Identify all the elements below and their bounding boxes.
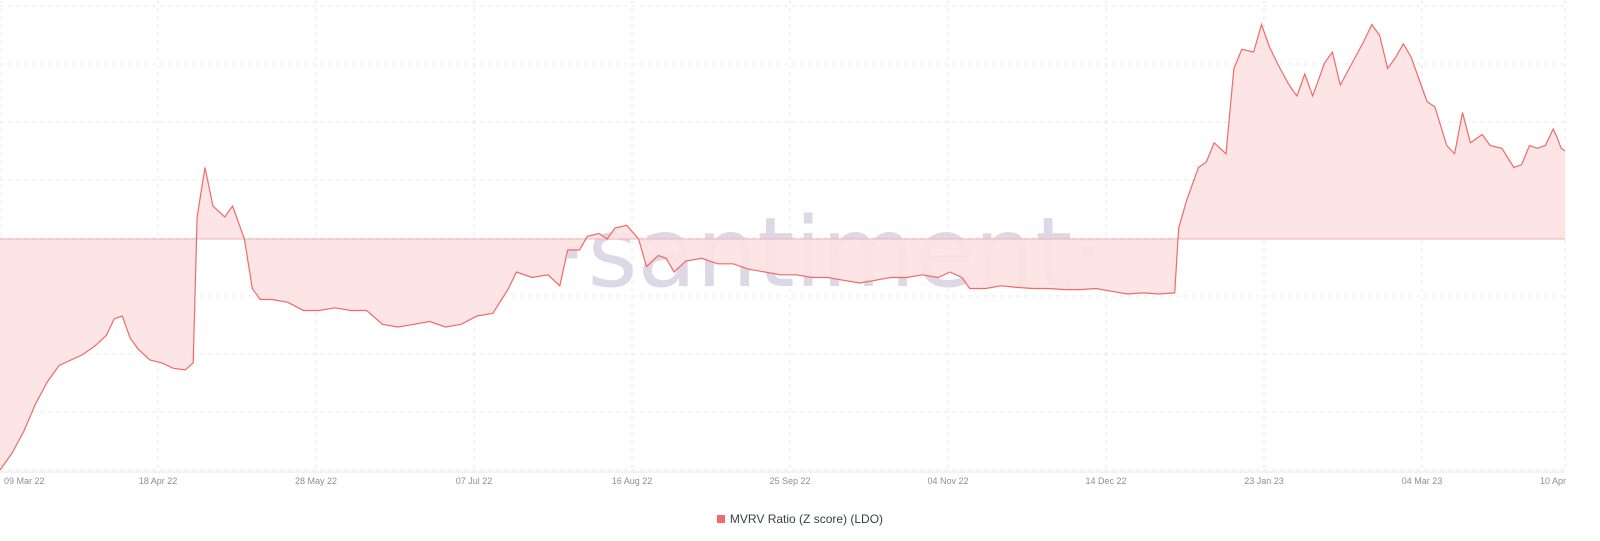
series-area (0, 24, 1565, 470)
x-tick-label: 04 Nov 22 (927, 476, 968, 486)
series-line (0, 22, 1566, 471)
legend[interactable]: MVRV Ratio (Z score) (LDO) (0, 512, 1600, 526)
x-tick-label: 07 Jul 22 (456, 476, 493, 486)
x-tick-label: 23 Jan 23 (1244, 476, 1284, 486)
x-tick-label: 16 Aug 22 (612, 476, 653, 486)
x-tick-label: 28 May 22 (295, 476, 337, 486)
x-tick-label: 10 Apr (1540, 476, 1566, 486)
x-axis-ticks: 09 Mar 22 18 Apr 22 28 May 22 07 Jul 22 16 A… (4, 476, 1566, 486)
x-tick-label: 25 Sep 22 (769, 476, 810, 486)
legend-swatch (716, 515, 725, 523)
x-tick-label: 09 Mar 22 (4, 476, 45, 486)
x-tick-label: 04 Mar 23 (1402, 476, 1443, 486)
x-tick-label: 14 Dec 22 (1085, 476, 1126, 486)
x-tick-label: 18 Apr 22 (139, 476, 178, 486)
legend-label: MVRV Ratio (Z score) (LDO) (729, 512, 884, 526)
